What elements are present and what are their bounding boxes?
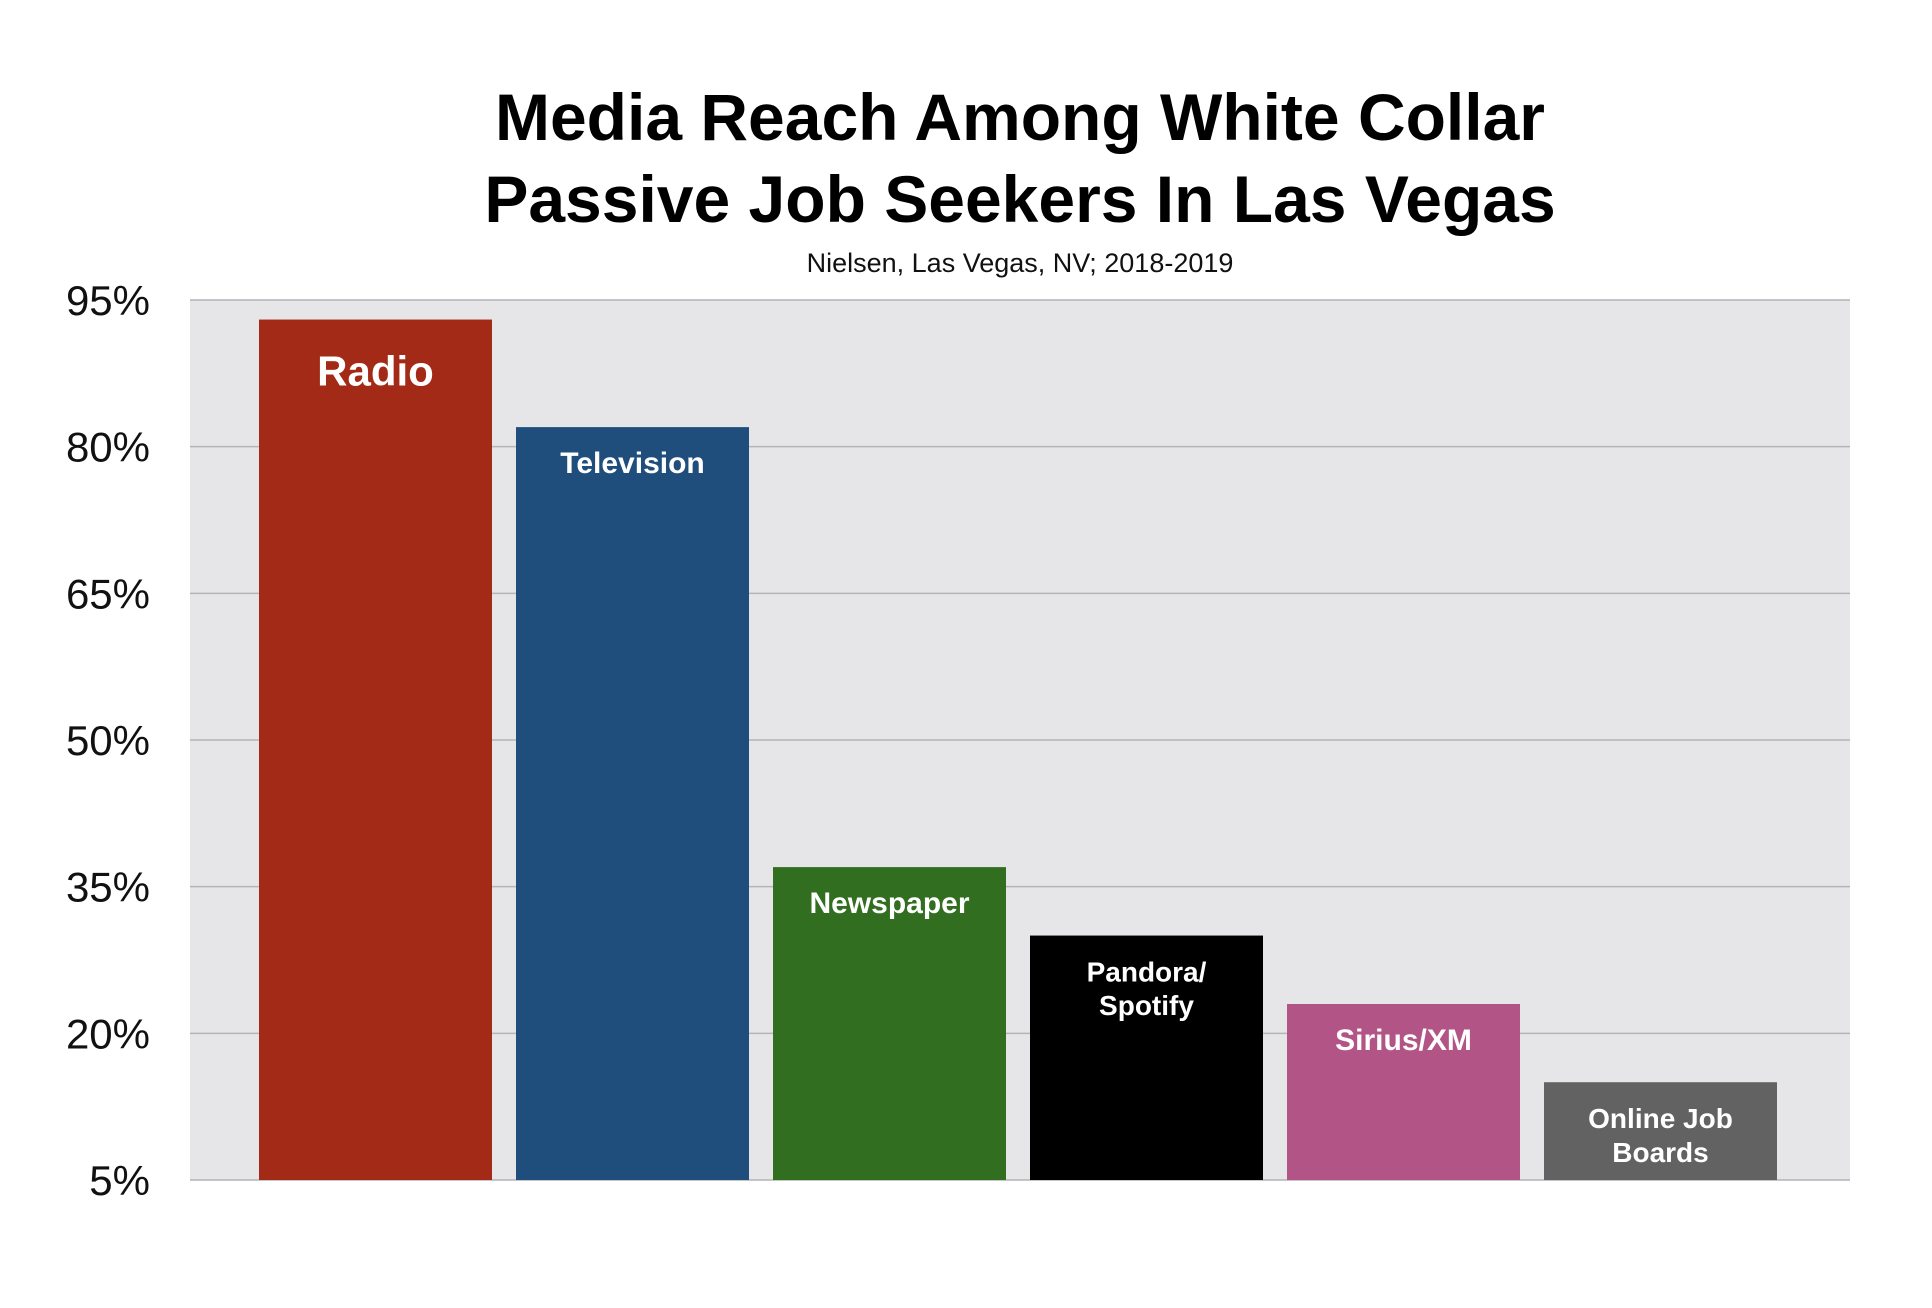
bar-label-6: Online Job Boards [1588,1103,1733,1168]
bars [259,319,1777,1181]
y-tick-label: 20% [66,1010,150,1057]
bar-label-2: Television [560,447,705,480]
bar-3 [773,867,1006,1180]
y-tick-label: 80% [66,424,150,471]
y-axis-ticks: 5% 20% 35% 50% 65% 80% 95% [66,277,150,1204]
chart-title-line-2: Passive Job Seekers In Las Vegas [484,162,1555,236]
y-tick-label: 35% [66,864,150,911]
bar-labels: Radio Television Newspaper Pandora/Spotify S… [317,348,1733,1168]
bar-6 [1544,1082,1777,1180]
bar-2 [516,427,749,1181]
y-tick-label: 5% [89,1157,150,1204]
bar-label-4: Pandora/Spotify [1087,957,1207,1022]
bar-label-1: Radio [317,348,434,395]
bar-4 [1030,935,1263,1180]
chart-subtitle: Nielsen, Las Vegas, NV; 2018-2019 [807,248,1234,278]
y-tick-label: 50% [66,717,150,764]
y-tick-label: 65% [66,570,150,617]
bar-5 [1287,1004,1520,1180]
bar-label-5: Sirius/XM [1335,1024,1472,1057]
chart-title-line-1: Media Reach Among White Collar [495,80,1545,154]
bar-label-3: Newspaper [809,887,969,920]
bar-1 [259,319,492,1180]
y-tick-label: 95% [66,277,150,324]
